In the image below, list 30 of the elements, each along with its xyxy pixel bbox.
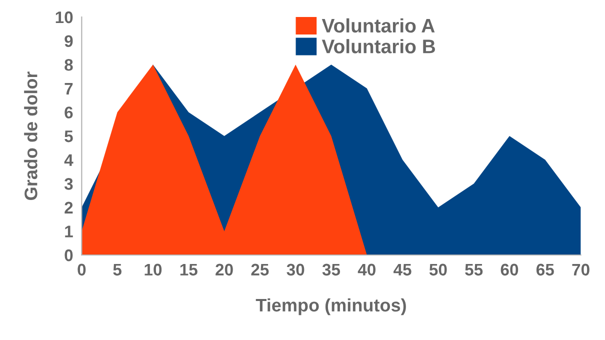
x-tick-label: 40 [358,264,376,276]
y-tick-label: 8 [64,59,73,71]
x-tick-label: 50 [429,264,447,276]
x-tick-label: 55 [465,264,483,276]
x-tick-label: 5 [113,264,122,276]
x-axis-title: Tiempo (minutos) [256,298,406,316]
x-tick-label: 0 [78,264,86,276]
x-tick-label: 15 [180,264,198,276]
y-tick-label: 6 [64,106,73,118]
y-tick-label: 7 [64,82,73,94]
legend-label: Voluntario A [322,18,435,33]
y-tick-label: 10 [56,11,73,24]
y-tick-label: 4 [64,154,74,166]
y-tick-label: 0 [64,249,73,262]
x-tick-label: 45 [394,264,412,276]
x-tick-label: 25 [251,264,269,276]
x-tick-label: 35 [322,264,340,276]
x-tick-label: 30 [286,264,304,276]
y-axis-title: Grado de dolor [24,72,38,200]
x-tick-label: 20 [216,264,233,276]
x-tick-label: 70 [572,264,590,276]
y-tick-label: 1 [65,226,73,238]
x-tick-label: 60 [500,264,518,276]
y-tick-label: 9 [64,35,73,48]
y-tick-label: 3 [64,178,73,190]
y-tick-label: 2 [64,202,73,214]
x-tick-label: 10 [144,264,162,276]
x-tick-label: 65 [536,264,554,276]
y-tick-label: 5 [64,130,73,142]
legend-label: Voluntario B [322,39,436,54]
